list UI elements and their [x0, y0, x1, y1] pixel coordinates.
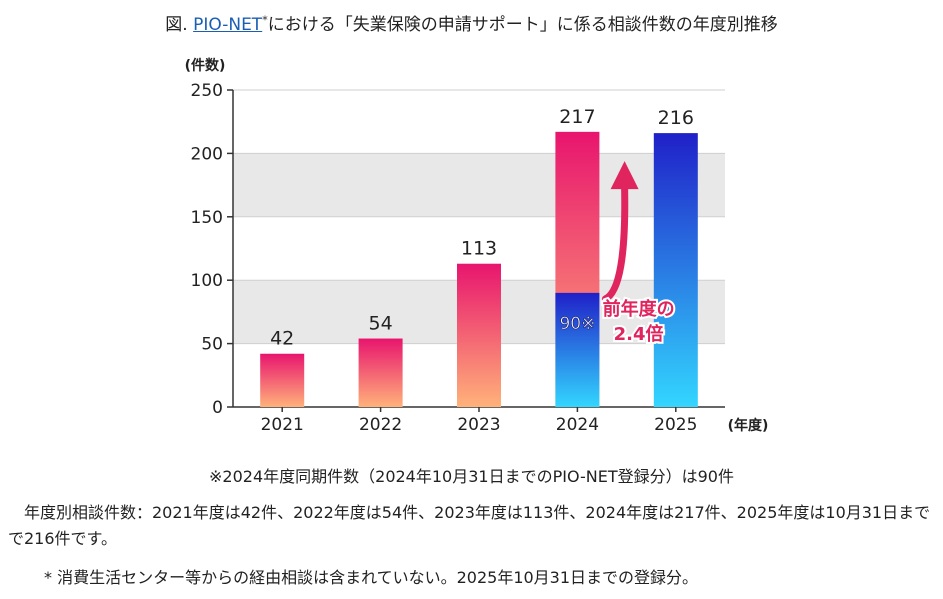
x-axis-title: (年度)	[728, 417, 769, 434]
y-tick-label: 200	[191, 144, 223, 164]
y-tick-label: 50	[201, 335, 223, 355]
grid-band	[233, 153, 725, 217]
title-asterisk: *	[262, 13, 268, 27]
y-tick-label: 150	[191, 208, 223, 228]
value-label-2025: 216	[658, 107, 694, 129]
figure-prefix: 図.	[165, 15, 188, 35]
same-period-note: ※2024年度同期件数（2024年10月31日までのPIO-NET登録分）は90…	[209, 467, 734, 486]
bar-2024-same-period	[555, 292, 600, 407]
bar-2021	[260, 353, 305, 407]
annotation-line-1: 前年度の	[603, 298, 675, 320]
growth-arrow	[601, 183, 629, 303]
value-label-2024: 217	[559, 106, 595, 128]
description-text: 年度別相談件数：2021年度は42件、2022年度は54件、2023年度は113…	[8, 503, 931, 548]
title-text: における「失業保険の申請サポート」に係る相談件数の年度別推移	[267, 15, 778, 35]
pio-net-link[interactable]: PIO-NET	[193, 15, 263, 35]
y-tick-label: 100	[191, 271, 223, 291]
bar-2025	[653, 133, 698, 407]
bar-2023	[457, 263, 501, 407]
x-tick-label-2025: 2025	[654, 415, 697, 435]
x-tick-label-2022: 2022	[359, 415, 402, 435]
y-tick-label: 250	[191, 81, 223, 101]
value-label-2021: 42	[270, 328, 294, 350]
x-tick-label-2021: 2021	[261, 415, 304, 435]
figure-title: 図. PIO-NET*における「失業保険の申請サポート」に係る相談件数の年度別推…	[0, 10, 943, 35]
growth-arrow-head	[610, 161, 639, 190]
value-label-2023: 113	[461, 238, 497, 260]
x-tick-label-2024: 2024	[556, 415, 599, 435]
x-tick-label-2023: 2023	[457, 415, 500, 435]
bar-2022	[358, 338, 403, 407]
y-tick-label: 0	[212, 398, 223, 418]
annotation-line-2: 2.4倍	[614, 323, 664, 345]
y-axis-title: (件数)	[185, 57, 226, 74]
value-label-2022: 54	[369, 313, 393, 335]
same-period-label: 90※	[559, 314, 595, 334]
bar-chart: 0 50 100 150 200 250 (件数) (年度) 2021 2022 2023 2024 2…	[185, 57, 769, 435]
footnote: * 消費生活センター等からの経由相談は含まれていない。2025年10月31日まで…	[44, 568, 699, 587]
